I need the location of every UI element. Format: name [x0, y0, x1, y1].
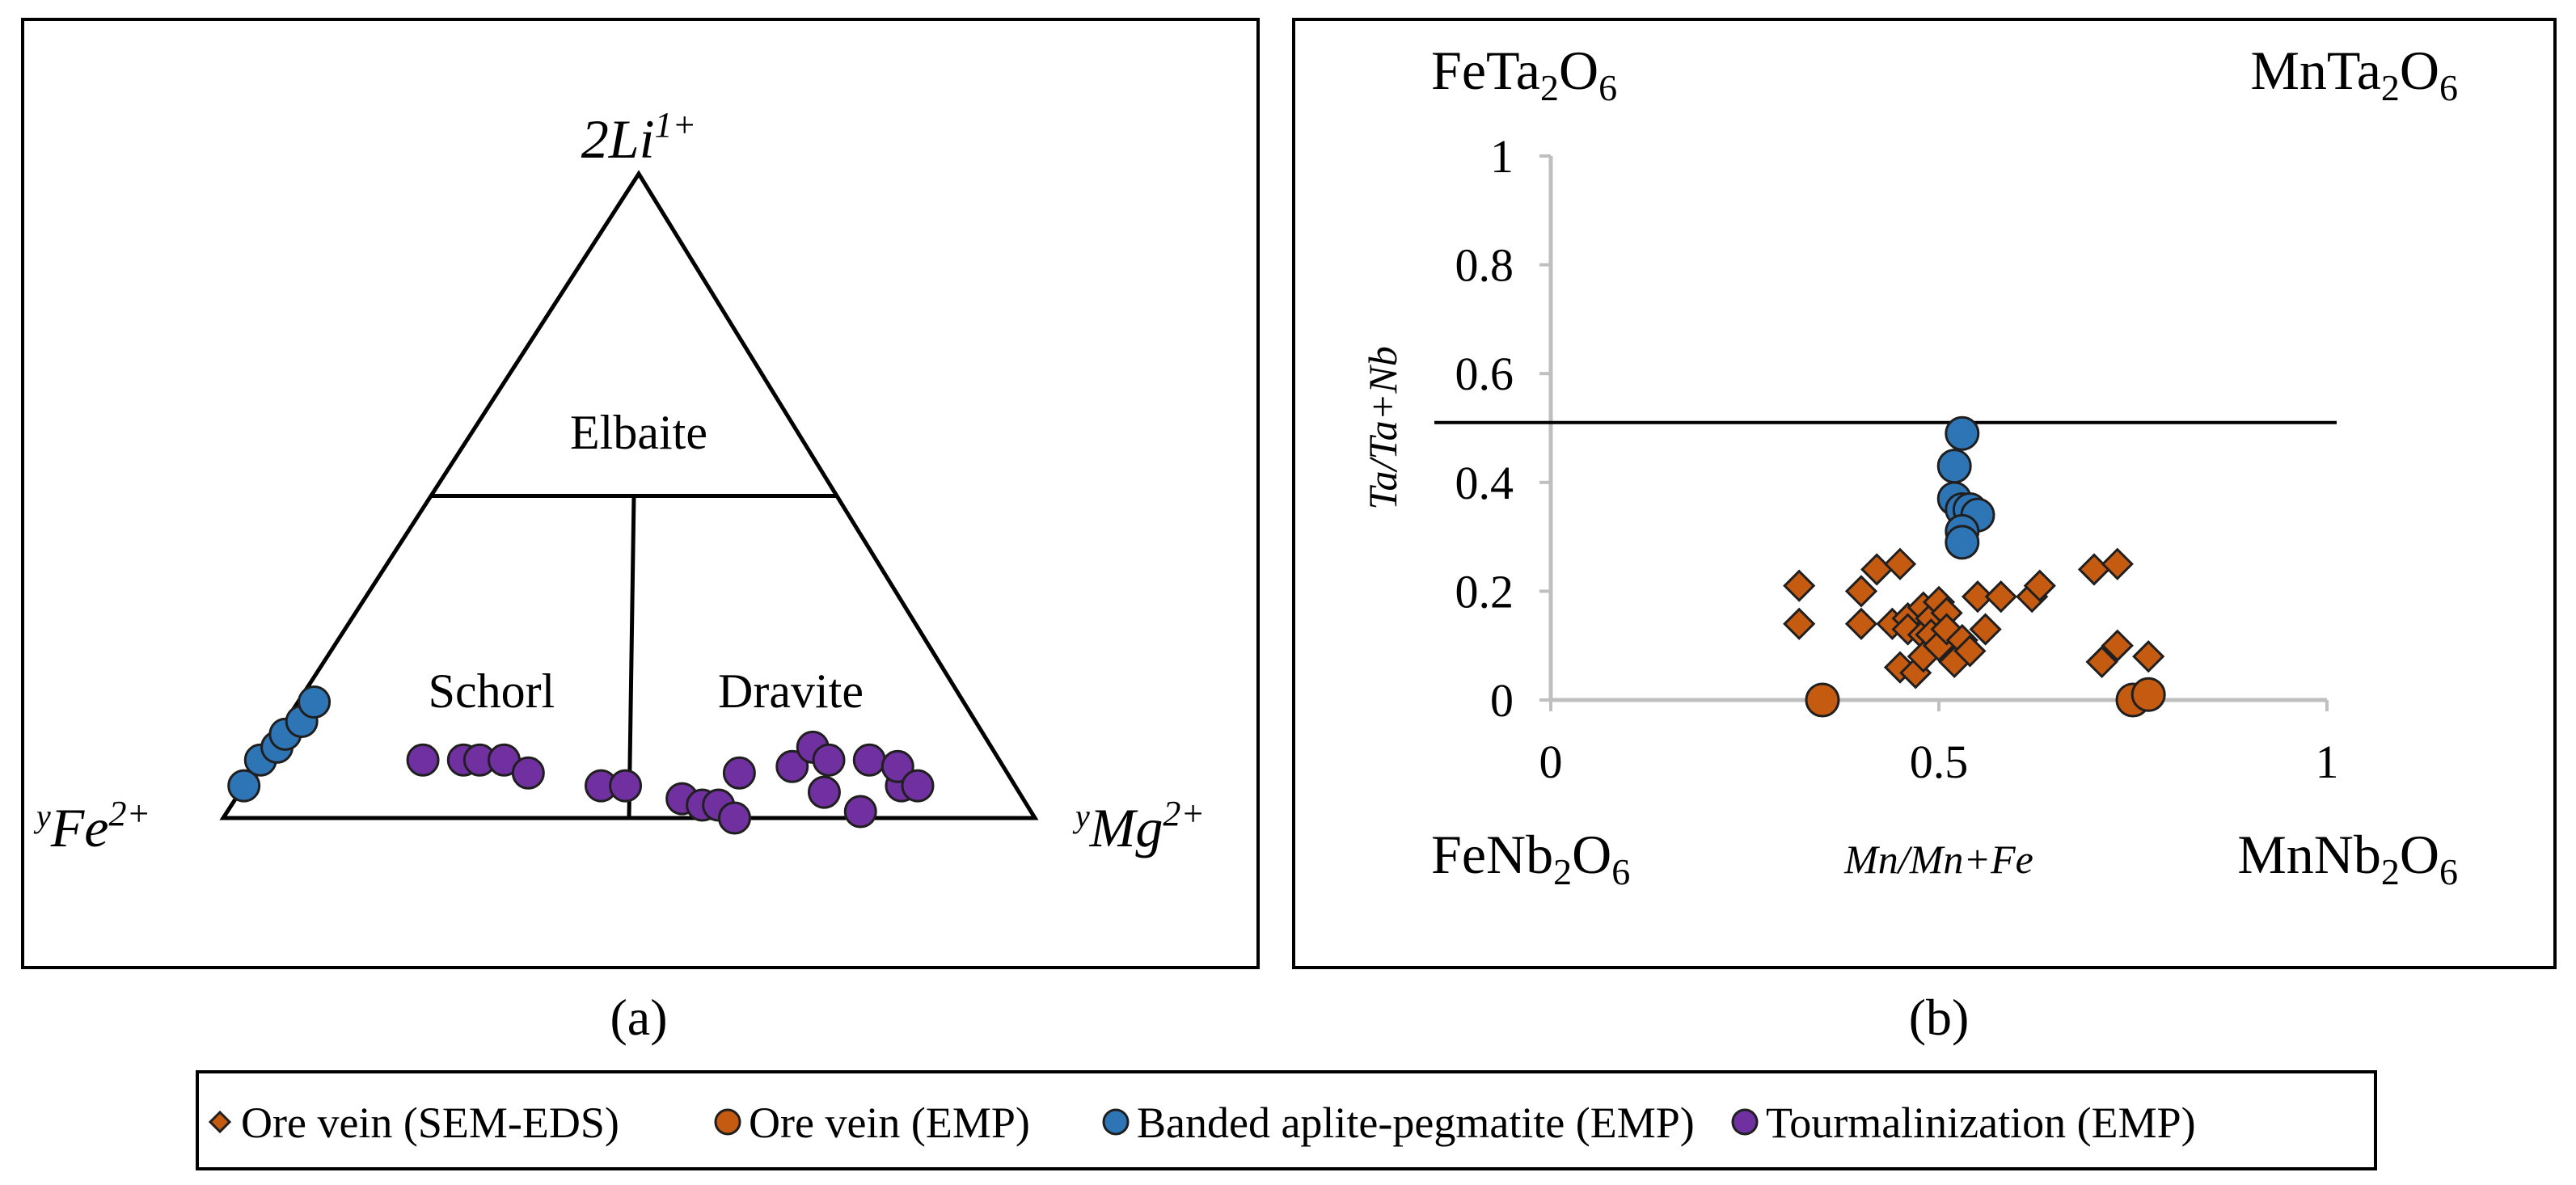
ore_sem-scatter-point-2 — [1844, 575, 1878, 608]
y-tick-label-1: 0.2 — [1455, 565, 1514, 618]
ore_sem-scatter-point-31 — [2085, 645, 2118, 679]
ore_sem-scatter-point-25 — [1984, 580, 2017, 614]
ore_sem-scatter-point-30 — [2101, 629, 2134, 662]
banded-scatter-point-1 — [1936, 449, 1972, 484]
panel-b-frame — [1292, 18, 2557, 969]
legend-label-3: Tourmalinization (EMP) — [1766, 1099, 2196, 1147]
tourm-ternary-point-16 — [843, 795, 877, 829]
legend-marker-0 — [208, 1110, 232, 1134]
y-tick-label-5: 1 — [1490, 130, 1514, 183]
ore_sem-scatter-point-29 — [2101, 547, 2134, 580]
ore_sem-scatter-point-1 — [1783, 607, 1816, 640]
ore_emp-scatter-point-2 — [2130, 677, 2166, 712]
ore_sem-scatter-point-22 — [1953, 635, 1987, 668]
y-tick-label-3: 0.6 — [1455, 348, 1514, 400]
banded-ternary-point-5 — [298, 685, 332, 719]
ore_sem-scatter-point-27 — [2023, 569, 2056, 602]
legend-marker-1 — [714, 1108, 741, 1136]
apex-right-label: yMg2+ — [1072, 794, 1205, 858]
tourm-ternary-point-11 — [722, 756, 756, 790]
x-tick-label-1: 0.5 — [1910, 736, 1969, 788]
corner-label-mnnb2o6: MnNb2O6 — [2237, 824, 2458, 892]
legend: Ore vein (SEM-EDS) Ore vein (EMP) Banded a… — [208, 1099, 2196, 1147]
legend-label-2: Banded aplite-pegmatite (EMP) — [1137, 1099, 1695, 1147]
ternary-triangle — [219, 170, 1039, 820]
banded-scatter-point-7 — [1945, 525, 1980, 560]
legend-frame — [196, 1070, 2377, 1170]
ore_emp-scatter-point-0 — [1805, 682, 1840, 718]
corner-label-mnta2o6: MnTa2O6 — [2250, 40, 2458, 108]
x-axis-label: Mn/Mn+Fe — [1843, 837, 2033, 882]
x-tick-label-2: 1 — [2316, 736, 2339, 788]
scatter-points — [1783, 415, 2166, 718]
field-label-schorl: Schorl — [429, 664, 555, 718]
tourm-ternary-point-13 — [807, 775, 841, 809]
banded-ternary-point-0 — [227, 769, 261, 803]
corner-label-fenb2o6: FeNb2O6 — [1431, 824, 1630, 892]
panel-b-caption: (b) — [1909, 989, 1970, 1046]
scatter-axes: 0 0.2 0.4 0.6 0.8 1 0 0.5 1 Mn/Mn+Fe Ta/Ta+Nb — [1360, 130, 2339, 882]
tourm-ternary-point-4 — [511, 756, 545, 790]
y-axis-label: Ta/Ta+Nb — [1360, 346, 1405, 509]
ternary-field-boundaries — [431, 494, 837, 819]
legend-label-1: Ore vein (EMP) — [749, 1099, 1030, 1147]
field-label-elbaite: Elbaite — [570, 406, 707, 459]
ore_sem-scatter-point-32 — [2132, 640, 2165, 673]
ore_sem-scatter-point-0 — [1783, 569, 1816, 602]
legend-label-0: Ore vein (SEM-EDS) — [241, 1099, 619, 1147]
ore_sem-scatter-point-3 — [1844, 607, 1878, 640]
legend-marker-2 — [1102, 1108, 1130, 1136]
ore_sem-scatter-point-23 — [1961, 580, 1995, 614]
tourm-ternary-point-15 — [812, 743, 846, 777]
tourm-ternary-point-20 — [901, 769, 935, 803]
tourm-ternary-point-17 — [852, 743, 886, 777]
ternary-points — [227, 685, 935, 835]
x-tick-label-0: 0 — [1539, 736, 1563, 788]
ore_sem-scatter-point-6 — [1883, 547, 1917, 580]
tourm-ternary-point-12 — [775, 749, 809, 783]
panel-a-caption: (a) — [610, 989, 667, 1046]
legend-marker-3 — [1731, 1108, 1759, 1136]
tourm-ternary-point-10 — [718, 801, 752, 835]
corner-label-feta2o6: FeTa2O6 — [1431, 40, 1617, 108]
schorl-dravite-divider-line — [627, 496, 636, 819]
ternary-outline — [219, 170, 1039, 820]
tourm-ternary-point-6 — [609, 769, 643, 803]
field-label-dravite: Dravite — [718, 664, 864, 718]
banded-scatter-point-0 — [1945, 415, 1980, 451]
y-tick-label-4: 0.8 — [1455, 239, 1514, 292]
y-tick-label-0: 0 — [1490, 674, 1514, 727]
tourm-ternary-point-19 — [880, 749, 914, 783]
apex-top-label: 2Li1+ — [581, 105, 696, 170]
y-tick-label-2: 0.4 — [1455, 457, 1514, 509]
tourm-ternary-point-0 — [406, 743, 440, 777]
ore_sem-scatter-point-24 — [1969, 613, 2002, 646]
apex-left-label: yFe2+ — [33, 794, 150, 858]
